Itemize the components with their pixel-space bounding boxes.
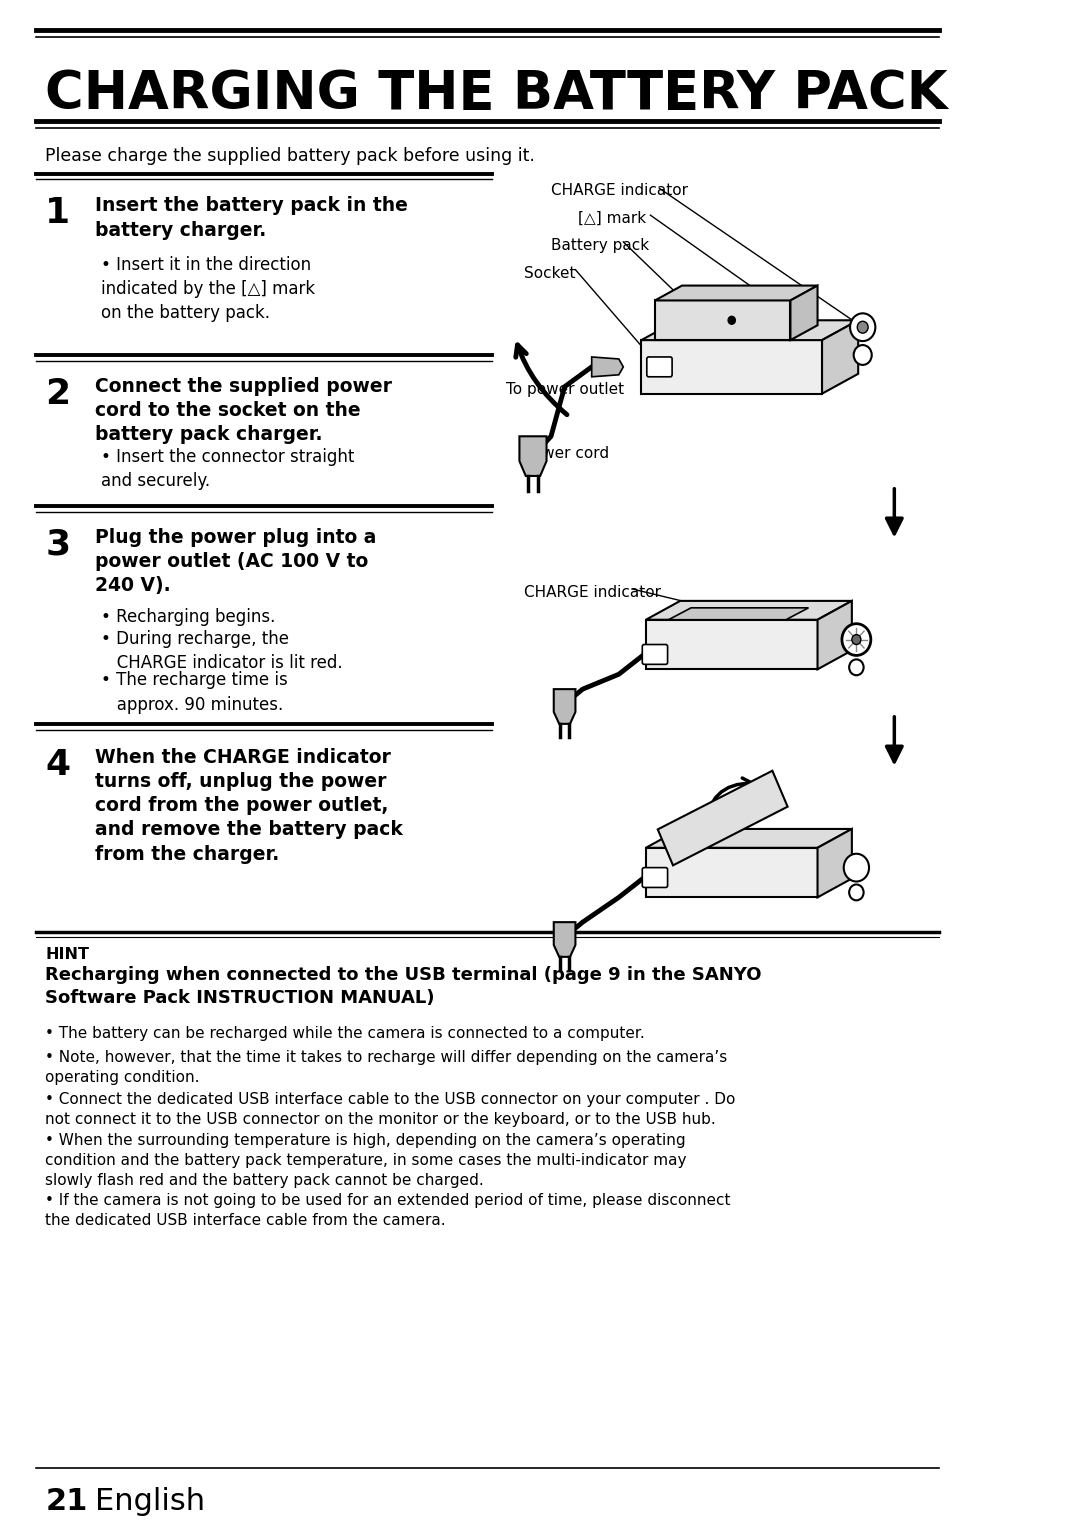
Circle shape — [852, 634, 861, 645]
Circle shape — [842, 624, 870, 656]
Polygon shape — [658, 771, 787, 865]
Polygon shape — [669, 608, 809, 619]
Circle shape — [858, 321, 868, 333]
Text: • Connect the dedicated USB interface cable to the USB connector on your compute: • Connect the dedicated USB interface ca… — [45, 1092, 735, 1127]
Polygon shape — [791, 286, 818, 341]
FancyBboxPatch shape — [643, 645, 667, 665]
Polygon shape — [554, 689, 576, 724]
Text: • The battery can be recharged while the camera is connected to a computer.: • The battery can be recharged while the… — [45, 1027, 645, 1042]
Text: Battery pack: Battery pack — [551, 237, 649, 252]
Text: Insert the battery pack in the
battery charger.: Insert the battery pack in the battery c… — [95, 196, 408, 240]
Polygon shape — [646, 619, 818, 669]
Polygon shape — [646, 601, 852, 619]
Text: 4: 4 — [45, 748, 70, 782]
Text: Plug the power plug into a
power outlet (AC 100 V to
240 V).: Plug the power plug into a power outlet … — [95, 528, 376, 595]
Text: 3: 3 — [45, 528, 70, 561]
Circle shape — [849, 885, 864, 900]
Polygon shape — [519, 437, 546, 476]
Text: Connect the supplied power
cord to the socket on the
battery pack charger.: Connect the supplied power cord to the s… — [95, 377, 392, 444]
Text: CHARGE indicator: CHARGE indicator — [524, 586, 661, 599]
Text: HINT: HINT — [45, 948, 90, 961]
Text: Socket: Socket — [524, 266, 576, 281]
Text: • When the surrounding temperature is high, depending on the camera’s operating
: • When the surrounding temperature is hi… — [45, 1133, 687, 1188]
Text: CHARGE indicator: CHARGE indicator — [551, 184, 688, 198]
Text: 1: 1 — [45, 196, 70, 230]
Text: Power cord: Power cord — [524, 446, 609, 461]
Text: • Recharging begins.: • Recharging begins. — [102, 608, 275, 625]
Circle shape — [849, 660, 864, 675]
Circle shape — [728, 316, 735, 324]
Polygon shape — [822, 321, 859, 394]
FancyBboxPatch shape — [643, 867, 667, 887]
Polygon shape — [642, 341, 822, 394]
Text: Recharging when connected to the USB terminal (page 9 in the SANYO
Software Pack: Recharging when connected to the USB ter… — [45, 966, 761, 1007]
Text: • Note, however, that the time it takes to recharge will differ depending on the: • Note, however, that the time it takes … — [45, 1049, 728, 1084]
Text: [△] mark: [△] mark — [578, 211, 646, 227]
Text: Please charge the supplied battery pack before using it.: Please charge the supplied battery pack … — [45, 146, 535, 164]
Polygon shape — [818, 601, 852, 669]
Polygon shape — [654, 301, 791, 341]
Text: • Insert the connector straight
and securely.: • Insert the connector straight and secu… — [102, 449, 354, 490]
Polygon shape — [554, 922, 576, 957]
Text: 21: 21 — [45, 1488, 87, 1516]
Text: • During recharge, the
   CHARGE indicator is lit red.: • During recharge, the CHARGE indicator … — [102, 630, 342, 672]
Polygon shape — [818, 829, 852, 897]
Polygon shape — [642, 321, 859, 341]
Polygon shape — [592, 357, 623, 377]
Text: • Insert it in the direction
indicated by the [△] mark
on the battery pack.: • Insert it in the direction indicated b… — [102, 256, 315, 322]
Polygon shape — [646, 847, 818, 897]
Circle shape — [843, 853, 869, 882]
Circle shape — [853, 345, 872, 365]
Text: To power outlet: To power outlet — [505, 382, 624, 397]
Text: English: English — [95, 1488, 205, 1516]
Circle shape — [850, 313, 876, 341]
Polygon shape — [646, 829, 852, 847]
Text: • The recharge time is
   approx. 90 minutes.: • The recharge time is approx. 90 minute… — [102, 671, 288, 713]
Polygon shape — [654, 286, 818, 301]
Text: • If the camera is not going to be used for an extended period of time, please d: • If the camera is not going to be used … — [45, 1192, 731, 1227]
FancyBboxPatch shape — [647, 357, 672, 377]
Text: When the CHARGE indicator
turns off, unplug the power
cord from the power outlet: When the CHARGE indicator turns off, unp… — [95, 748, 403, 864]
Text: CHARGING THE BATTERY PACK: CHARGING THE BATTERY PACK — [45, 68, 948, 120]
Text: 2: 2 — [45, 377, 70, 411]
